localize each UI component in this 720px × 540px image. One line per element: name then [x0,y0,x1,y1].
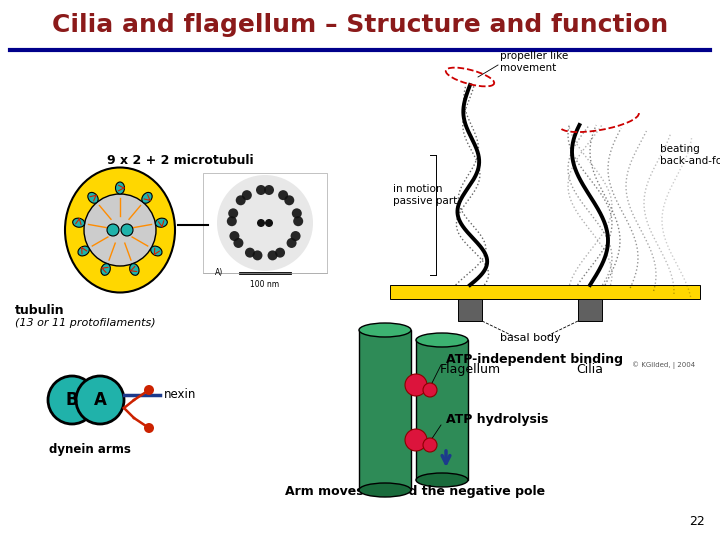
Bar [416,340,468,480]
Circle shape [257,219,265,227]
Bar [578,299,602,321]
Text: tubulin: tubulin [15,303,65,316]
Text: 22: 22 [689,515,705,528]
Text: 100 nm: 100 nm [251,280,279,289]
Circle shape [242,190,252,200]
Text: Cilia and flagellum – Structure and function: Cilia and flagellum – Structure and func… [52,13,668,37]
Bar [458,299,482,321]
Ellipse shape [150,246,162,256]
Text: basal body: basal body [500,333,560,343]
Circle shape [423,438,437,452]
Ellipse shape [88,192,98,203]
Ellipse shape [142,192,152,203]
Circle shape [107,224,119,236]
Circle shape [265,219,273,227]
Circle shape [235,195,246,205]
Text: 9 x 2 + 2 microtubuli: 9 x 2 + 2 microtubuli [107,153,253,166]
Text: ATP hydrolysis: ATP hydrolysis [446,414,549,427]
Circle shape [227,216,237,226]
Circle shape [228,208,238,218]
Ellipse shape [115,182,125,194]
Text: © KGilded, | 2004: © KGilded, | 2004 [632,361,695,369]
Bar [390,285,700,299]
Text: (13 or 11 protofilaments): (13 or 11 protofilaments) [15,318,156,328]
Circle shape [405,374,427,396]
Ellipse shape [78,246,89,256]
Bar [203,173,327,273]
Text: beating
back-and-forth: beating back-and-forth [660,144,720,166]
Circle shape [121,224,133,236]
Circle shape [284,195,294,205]
Circle shape [293,216,303,226]
Circle shape [84,194,156,266]
Circle shape [144,385,154,395]
Circle shape [144,423,154,433]
Circle shape [48,376,96,424]
Text: A: A [94,391,107,409]
Ellipse shape [130,264,139,275]
Circle shape [233,238,243,248]
Ellipse shape [416,333,468,347]
Text: Cilia: Cilia [577,363,603,376]
Circle shape [264,185,274,195]
Text: nexin: nexin [164,388,197,402]
Circle shape [423,383,437,397]
Circle shape [287,238,297,248]
Circle shape [230,231,240,241]
Ellipse shape [416,473,468,487]
Circle shape [245,248,255,258]
Circle shape [268,251,277,260]
Circle shape [256,185,266,195]
Bar [359,330,411,490]
Text: dynein arms: dynein arms [49,443,131,456]
Text: ATP-independent binding: ATP-independent binding [446,354,623,367]
Text: propeller like
movement: propeller like movement [500,51,568,73]
Ellipse shape [65,167,175,293]
Circle shape [253,251,263,260]
Circle shape [217,175,313,271]
Text: Flagellum: Flagellum [439,363,500,376]
Circle shape [291,231,300,241]
Ellipse shape [359,323,411,337]
Ellipse shape [359,483,411,497]
Ellipse shape [73,218,84,227]
Circle shape [76,376,124,424]
Circle shape [275,248,285,258]
Ellipse shape [101,264,110,275]
Text: A): A) [215,268,223,278]
Circle shape [405,429,427,451]
Text: in motion
passive part: in motion passive part [393,184,457,206]
Text: B: B [66,391,78,409]
Circle shape [292,208,302,218]
Circle shape [278,190,288,200]
Ellipse shape [156,218,167,227]
Text: Arm moves toward the negative pole: Arm moves toward the negative pole [285,485,545,498]
